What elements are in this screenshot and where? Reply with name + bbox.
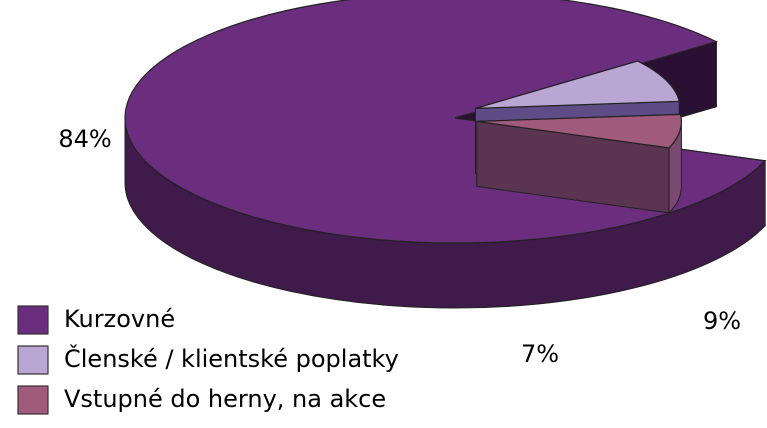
value-label: 84% [58,125,111,153]
legend-swatch [17,345,49,375]
slice [476,113,682,149]
legend-swatch [17,305,49,335]
value-label: 7% [521,340,559,368]
value-label: 9% [703,307,741,335]
legend-label: Vstupné do herny, na akce [64,385,386,413]
slice [475,60,680,109]
legend-label: Kurzovné [64,305,175,333]
legend-label: Členské / klientské poplatky [64,343,399,373]
legend-swatch [17,385,49,415]
